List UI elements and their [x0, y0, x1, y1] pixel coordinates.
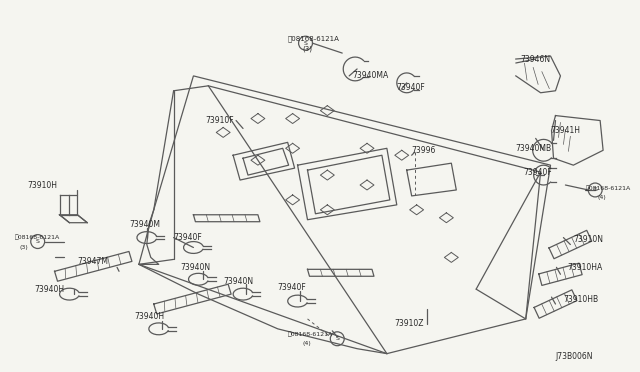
- Text: 73940MB: 73940MB: [516, 144, 552, 153]
- Text: S: S: [303, 41, 307, 46]
- Text: Ⓝ08168-6121A: Ⓝ08168-6121A: [287, 331, 333, 337]
- Text: J73B006N: J73B006N: [556, 352, 593, 361]
- Text: 73940MA: 73940MA: [352, 71, 388, 80]
- Text: 73940F: 73940F: [524, 168, 552, 177]
- Text: 73940F: 73940F: [173, 233, 202, 242]
- Text: (4): (4): [597, 195, 606, 201]
- Text: 73947M: 73947M: [77, 257, 108, 266]
- Text: 73940N: 73940N: [180, 263, 211, 272]
- Text: 73940H: 73940H: [134, 312, 164, 321]
- Text: 73910HA: 73910HA: [568, 263, 603, 272]
- Text: Ⓝ08168-6121A: Ⓝ08168-6121A: [287, 36, 340, 42]
- Text: 73940H: 73940H: [35, 285, 65, 294]
- Text: 73996: 73996: [412, 146, 436, 155]
- Text: (3): (3): [20, 245, 29, 250]
- Text: (3): (3): [303, 46, 312, 52]
- Text: S: S: [593, 187, 597, 192]
- Text: S: S: [335, 336, 339, 341]
- Text: (4): (4): [303, 341, 311, 346]
- Text: 73910Z: 73910Z: [395, 320, 424, 328]
- Text: 73946N: 73946N: [521, 55, 551, 64]
- Text: S: S: [36, 239, 40, 244]
- Text: 73910N: 73910N: [573, 235, 604, 244]
- Text: 73940M: 73940M: [129, 220, 160, 229]
- Text: 73941H: 73941H: [550, 126, 580, 135]
- Text: 73910H: 73910H: [28, 180, 58, 189]
- Text: 73910F: 73910F: [205, 116, 234, 125]
- Text: 73940N: 73940N: [223, 277, 253, 286]
- Text: 73940F: 73940F: [278, 283, 307, 292]
- Text: 73910HB: 73910HB: [563, 295, 598, 304]
- Text: Ⓝ08168-6121A: Ⓝ08168-6121A: [15, 235, 60, 240]
- Text: 73940F: 73940F: [397, 83, 426, 92]
- Text: Ⓝ08168-6121A: Ⓝ08168-6121A: [585, 185, 630, 191]
